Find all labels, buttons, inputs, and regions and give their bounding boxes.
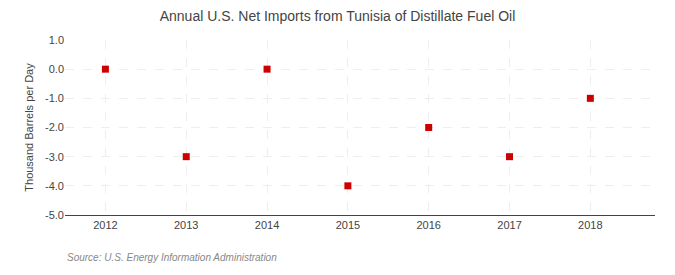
svg-text:Source: U.S. Energy Informatio: Source: U.S. Energy Information Administ…: [67, 252, 277, 263]
svg-text:2015: 2015: [336, 219, 360, 231]
svg-text:2016: 2016: [416, 219, 440, 231]
svg-text:-3.0: -3.0: [45, 151, 64, 163]
svg-text:-2.0: -2.0: [45, 121, 64, 133]
svg-text:2018: 2018: [578, 219, 602, 231]
svg-text:1.0: 1.0: [49, 34, 64, 46]
svg-text:Annual U.S. Net Imports from T: Annual U.S. Net Imports from Tunisia of …: [160, 8, 516, 24]
svg-text:2013: 2013: [174, 219, 198, 231]
svg-text:2012: 2012: [93, 219, 117, 231]
svg-text:2014: 2014: [255, 219, 279, 231]
svg-text:-5.0: -5.0: [45, 209, 64, 221]
svg-text:-1.0: -1.0: [45, 92, 64, 104]
svg-text:0.0: 0.0: [49, 63, 64, 75]
svg-text:-4.0: -4.0: [45, 180, 64, 192]
svg-text:2017: 2017: [497, 219, 521, 231]
svg-text:Thousand Barrels per Day: Thousand Barrels per Day: [23, 63, 35, 192]
